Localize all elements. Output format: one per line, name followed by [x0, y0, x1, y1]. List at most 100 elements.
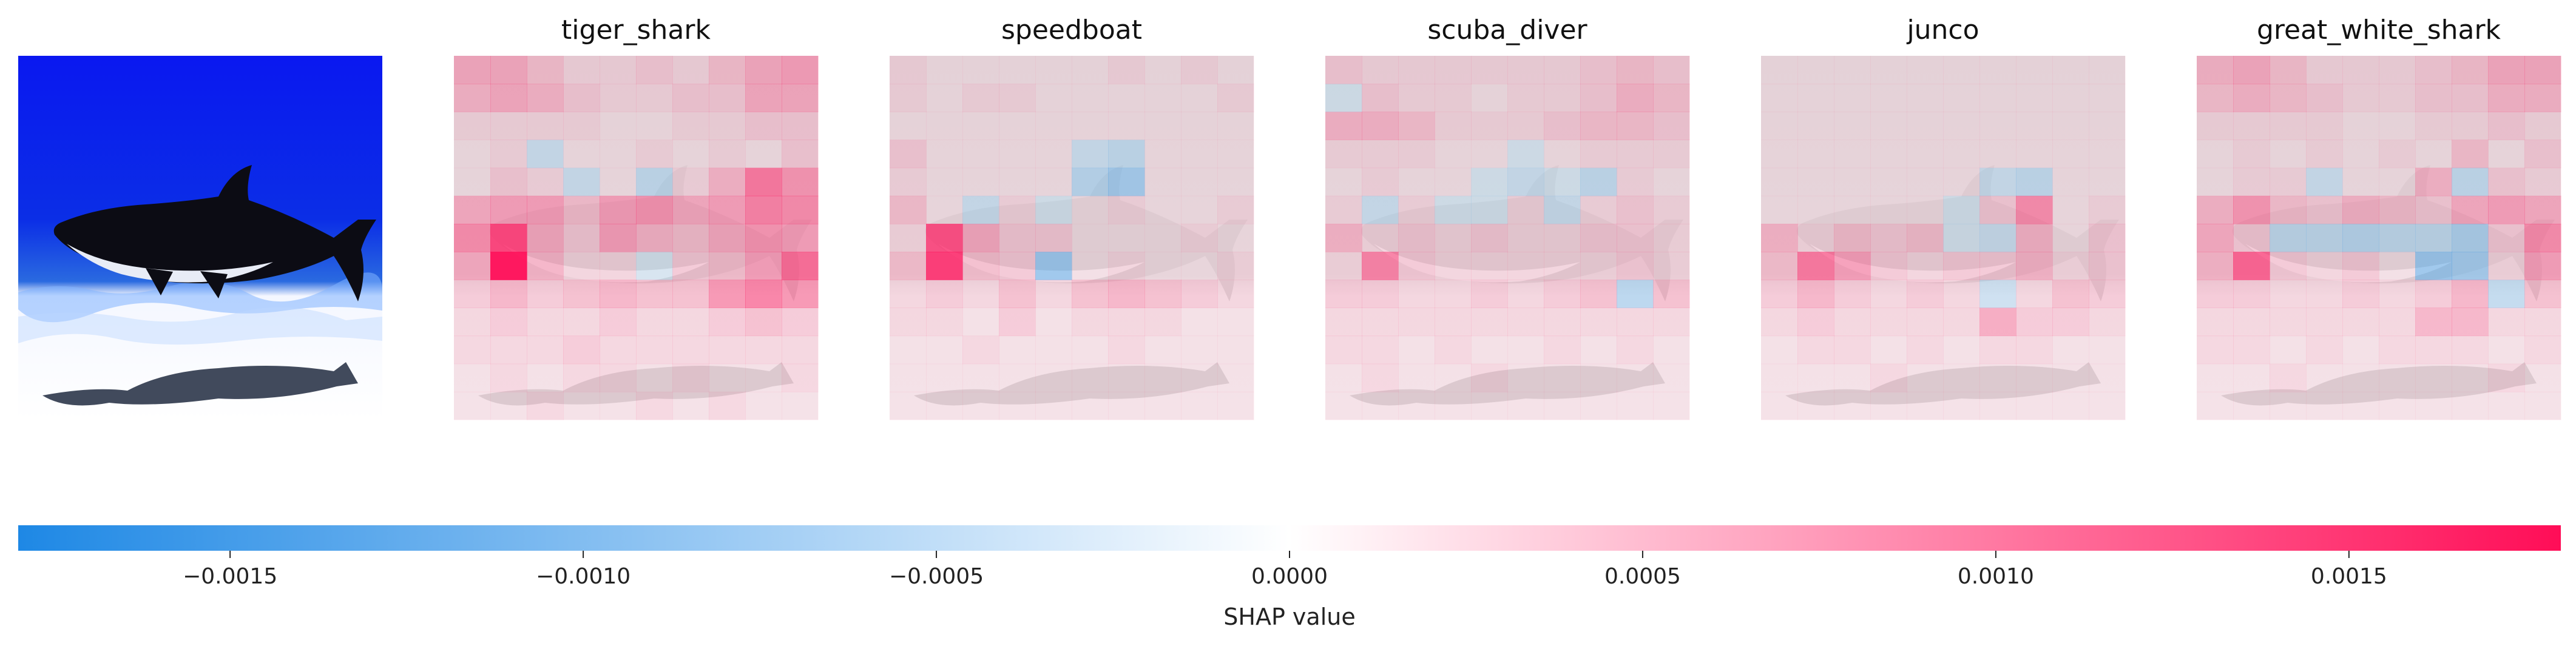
heatmap-cell — [672, 167, 709, 197]
heatmap-cell — [1507, 252, 1544, 280]
heatmap-cell — [2452, 112, 2489, 141]
heatmap-cell — [454, 252, 491, 280]
heatmap-cell — [636, 391, 673, 420]
heatmap-cell — [2524, 335, 2561, 365]
heatmap-cell — [709, 112, 746, 141]
heatmap-cell — [2270, 56, 2307, 84]
heatmap-cell — [1362, 363, 1399, 392]
heatmap-cell — [745, 140, 782, 169]
heatmap-cell — [1834, 280, 1871, 308]
heatmap-cell — [527, 391, 564, 420]
heatmap-cell — [745, 56, 782, 84]
panel-tiger_shark: tiger_shark — [454, 15, 819, 420]
colorbar-tick-label: −0.0010 — [536, 564, 630, 589]
heatmap-cell — [890, 140, 927, 169]
heatmap-cell — [1761, 112, 1798, 141]
heatmap-cell — [2379, 252, 2416, 280]
heatmap-cell — [2488, 252, 2525, 280]
heatmap-cell — [563, 363, 600, 392]
heatmap-cell — [527, 112, 564, 141]
heatmap-cell — [782, 223, 819, 252]
heatmap-cell — [926, 195, 963, 224]
panel-speedboat: speedboat — [890, 15, 1254, 420]
heatmap-cell — [2452, 223, 2489, 252]
heatmap-cell — [2488, 112, 2525, 141]
heatmap-cell — [2306, 308, 2343, 337]
heatmap-cell — [926, 84, 963, 112]
heatmap-cell — [1398, 280, 1435, 308]
heatmap-cell — [1362, 195, 1399, 224]
heatmap-cell — [890, 280, 927, 308]
heatmap-cell — [2233, 167, 2270, 197]
heatmap-cell — [600, 252, 637, 280]
heatmap-cell — [672, 308, 709, 337]
heatmap-cell — [2270, 391, 2307, 420]
heatmap-cell — [745, 195, 782, 224]
heatmap-cell — [2270, 308, 2307, 337]
heatmap-cell — [1617, 195, 1654, 224]
heatmap-cell — [2197, 252, 2234, 280]
heatmap-cell — [1834, 391, 1871, 420]
heatmap-cell — [672, 84, 709, 112]
heatmap-cell — [999, 140, 1036, 169]
heatmap-cell — [2016, 84, 2053, 112]
heatmap-cell — [2415, 223, 2452, 252]
heatmap-cell — [926, 112, 963, 141]
heatmap-cell — [636, 308, 673, 337]
heatmap-cell — [1108, 167, 1145, 197]
heatmap-cell — [2270, 223, 2307, 252]
heatmap-cell — [2233, 84, 2270, 112]
heatmap-cell — [1617, 167, 1654, 197]
heatmap-cell — [490, 195, 527, 224]
heatmap-cell — [1325, 252, 1362, 280]
heatmap-cell — [2052, 195, 2089, 224]
heatmap-cell — [2524, 84, 2561, 112]
heatmap-cell — [890, 391, 927, 420]
heatmap-cell — [2415, 56, 2452, 84]
heatmap-cell — [1035, 252, 1072, 280]
heatmap-cell — [2270, 363, 2307, 392]
heatmap-cell — [672, 223, 709, 252]
heatmap-cell — [1471, 280, 1508, 308]
heatmap-cell — [1544, 252, 1581, 280]
heatmap-cell — [2452, 84, 2489, 112]
heatmap-cell — [1471, 112, 1508, 141]
heatmap-cell — [1943, 195, 1980, 224]
heatmap-cell — [2089, 308, 2126, 337]
heatmap-cell — [1217, 280, 1254, 308]
heatmap-cell — [1471, 84, 1508, 112]
heatmap-cell — [2342, 391, 2379, 420]
heatmap-cell — [745, 308, 782, 337]
heatmap-cell — [1979, 223, 2017, 252]
heatmap-cell — [1653, 84, 1690, 112]
heatmap-cell — [1398, 140, 1435, 169]
heatmap-cell — [1544, 363, 1581, 392]
panel-great_white_shark: great_white_shark — [2197, 15, 2561, 420]
heatmap-cell — [1471, 140, 1508, 169]
heatmap-cell — [490, 308, 527, 337]
heatmap-cell — [745, 223, 782, 252]
heatmap-cell — [1544, 223, 1581, 252]
heatmap-cell — [1797, 167, 1834, 197]
heatmap-cell — [1507, 167, 1544, 197]
heatmap-cell — [1144, 84, 1182, 112]
heatmap-cell — [1108, 223, 1145, 252]
heatmap-cell — [1580, 195, 1617, 224]
heatmap-cell — [672, 252, 709, 280]
heatmap-cell — [999, 391, 1036, 420]
heatmap-cell — [782, 167, 819, 197]
heatmap-cell — [1325, 223, 1362, 252]
heatmap-cell — [962, 167, 999, 197]
heatmap-cell — [2488, 223, 2525, 252]
heatmap-cell — [2016, 195, 2053, 224]
heatmap-cell — [2306, 335, 2343, 365]
heatmap-cell — [600, 363, 637, 392]
heatmap-cell — [1797, 140, 1834, 169]
heatmap-cell — [2415, 195, 2452, 224]
heatmap-cell — [926, 280, 963, 308]
panel-input-image — [18, 56, 382, 420]
heatmap-cell — [782, 56, 819, 84]
heatmap-cell — [1325, 84, 1362, 112]
heatmap-cell — [962, 140, 999, 169]
heatmap-cell — [1943, 167, 1980, 197]
